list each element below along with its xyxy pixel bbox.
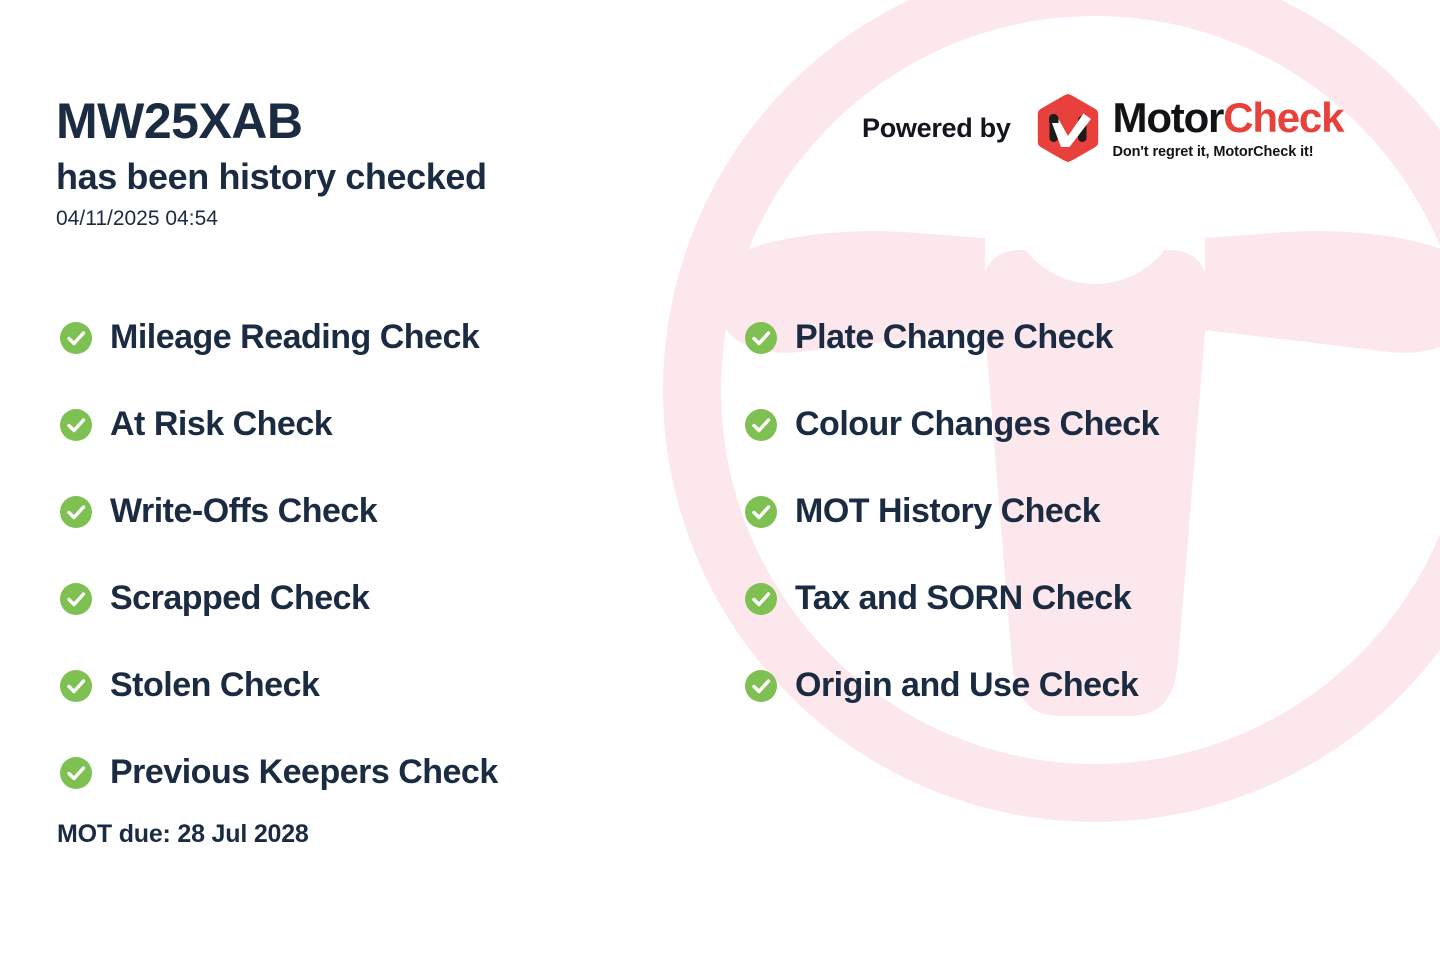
check-item: Scrapped Check [60,555,498,642]
check-list-left: Mileage Reading Check At Risk Check Writ… [60,294,498,816]
check-item-label: Write-Offs Check [110,492,378,530]
check-item: Origin and Use Check [745,642,1159,729]
motorcheck-logo[interactable]: MotorCheck Don't regret it, MotorCheck i… [1035,92,1344,164]
check-circle-icon [745,582,777,615]
check-item: At Risk Check [60,381,498,468]
motorcheck-tagline: Don't regret it, MotorCheck it! [1112,143,1314,160]
check-item: Write-Offs Check [60,468,498,555]
check-item: MOT History Check [745,468,1159,555]
check-circle-icon [745,408,777,441]
check-circle-icon [745,495,777,528]
check-circle-icon [745,321,777,354]
check-item-label: MOT History Check [795,492,1101,530]
check-item-label: Colour Changes Check [795,405,1160,443]
check-item-label: At Risk Check [110,405,333,443]
check-item: Tax and SORN Check [745,555,1159,642]
page-title-registration: MW25XAB [56,93,303,149]
check-circle-icon [60,669,92,702]
check-circle-icon [60,408,92,441]
motorcheck-wordmark: MotorCheck [1112,93,1345,141]
check-circle-icon [745,669,777,702]
check-item-label: Plate Change Check [795,318,1113,356]
check-circle-icon [60,321,92,354]
header-block: MW25XAB has been history checked 04/11/2… [56,96,487,231]
motorcheck-wordmark-block: MotorCheck Don't regret it, MotorCheck i… [1112,93,1345,160]
powered-by-block: Powered by MotorCheck Don't regret it, M… [862,92,1344,164]
check-item: Previous Keepers Check [60,729,498,816]
check-item-label: Mileage Reading Check [110,318,480,356]
wordmark-motor: Motor [1112,93,1225,141]
mot-due-text: MOT due: 28 Jul 2028 [57,820,309,848]
check-item-label: Scrapped Check [110,579,370,617]
check-list-right: Plate Change Check Colour Changes Check … [745,294,1160,729]
check-item-label: Stolen Check [110,666,320,704]
check-item: Stolen Check [60,642,498,729]
check-item: Plate Change Check [745,294,1159,381]
check-circle-icon [60,495,92,528]
report-timestamp: 04/11/2025 04:54 [56,207,218,231]
check-item-label: Tax and SORN Check [795,579,1132,617]
page-subtitle: has been history checked [56,156,487,197]
powered-by-label: Powered by [862,112,1011,143]
check-item-label: Origin and Use Check [795,666,1139,704]
check-item-label: Previous Keepers Check [110,753,498,791]
motorcheck-hexagon-icon [1037,93,1098,163]
check-item: Colour Changes Check [745,381,1160,468]
wordmark-check: Check [1223,93,1344,141]
check-item: Mileage Reading Check [60,294,498,381]
check-circle-icon [60,582,92,615]
check-circle-icon [60,756,92,789]
